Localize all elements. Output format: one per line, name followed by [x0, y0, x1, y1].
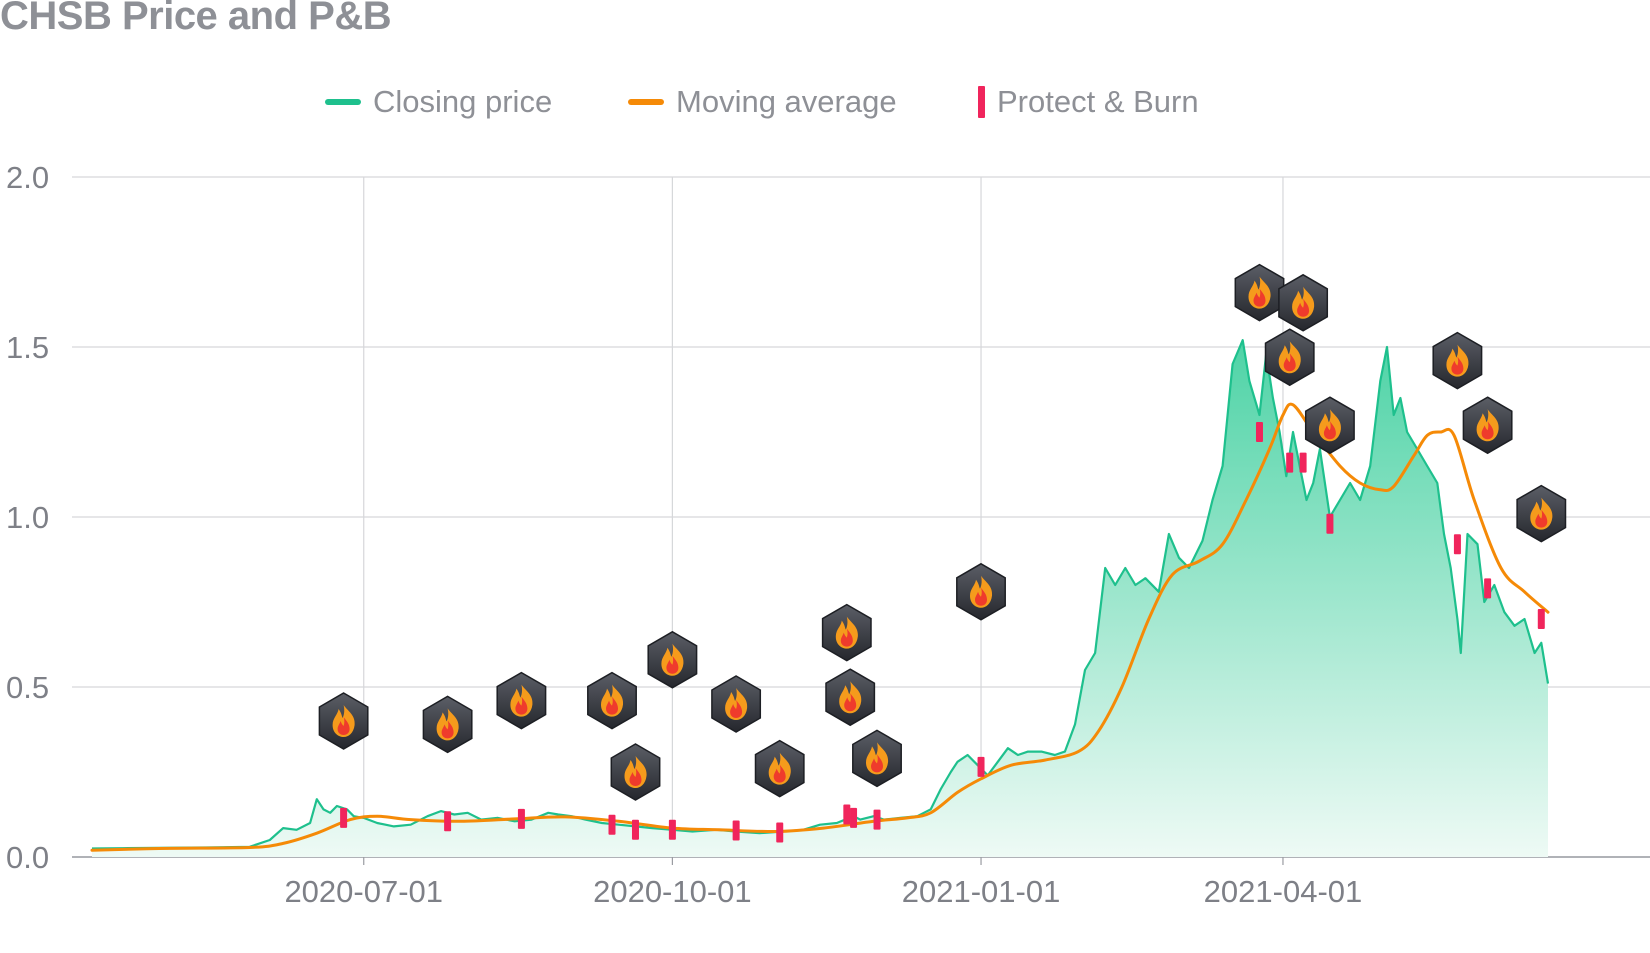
protect-burn-marker[interactable]: [1326, 513, 1334, 534]
burn-flame-icon[interactable]: [496, 671, 547, 730]
x-tick-label: 2021-04-01: [1204, 874, 1363, 909]
protect-burn-marker[interactable]: [843, 804, 851, 825]
protect-burn-marker[interactable]: [732, 820, 740, 841]
y-tick-label: 1.0: [6, 500, 49, 535]
burn-flame-icon[interactable]: [1264, 328, 1315, 386]
legend-item-moving-average[interactable]: Moving average: [628, 80, 897, 124]
burn-flame-icon[interactable]: [754, 739, 805, 798]
burn-flame-icon[interactable]: [1234, 263, 1285, 322]
protect-burn-marker[interactable]: [1484, 578, 1492, 599]
protect-burn-marker[interactable]: [631, 819, 639, 840]
legend-swatch-closing-price: [325, 99, 361, 105]
burn-flame-icon[interactable]: [825, 668, 876, 726]
burn-flame-icon[interactable]: [711, 675, 762, 733]
burn-flame-icon[interactable]: [1432, 331, 1483, 390]
protect-burn-marker[interactable]: [608, 814, 616, 835]
protect-burn-marker[interactable]: [873, 809, 881, 830]
legend-swatch-moving-average: [628, 99, 664, 105]
y-tick-label: 0.5: [6, 670, 49, 705]
protect-burn-marker[interactable]: [340, 807, 348, 828]
legend-label-moving-average: Moving average: [676, 84, 897, 119]
protect-burn-marker[interactable]: [444, 811, 452, 832]
y-tick-label: 2.0: [6, 160, 49, 195]
burn-flame-icon[interactable]: [422, 695, 473, 754]
protect-burn-marker[interactable]: [1286, 452, 1294, 473]
series-layer: [90, 339, 1550, 857]
x-tick-label: 2020-07-01: [284, 874, 443, 909]
axes: 0.0 0.5 1.0 1.5 2.0 2020-07-01 2020-10-01 2021-…: [6, 160, 1650, 909]
closing-price-line: [91, 339, 1550, 850]
burn-flame-icon[interactable]: [610, 743, 661, 801]
protect-burn-marker[interactable]: [1537, 609, 1545, 629]
burn-flame-icon[interactable]: [852, 729, 902, 788]
burn-flame-icon[interactable]: [821, 603, 872, 662]
burn-markers: [340, 422, 1545, 843]
legend-swatch-protect-burn: [978, 86, 985, 118]
protect-burn-marker[interactable]: [517, 808, 525, 829]
legend-label-protect-burn: Protect & Burn: [997, 84, 1199, 119]
x-tick-label: 2020-10-01: [593, 874, 752, 909]
chart-title: CHSB Price and P&B: [0, 0, 392, 38]
legend-item-closing-price[interactable]: Closing price: [325, 80, 552, 124]
burn-flame-icon[interactable]: [647, 631, 698, 689]
protect-burn-marker[interactable]: [1299, 452, 1307, 473]
burn-flame-icon[interactable]: [1462, 396, 1513, 454]
closing-price-area: [92, 340, 1548, 857]
burn-flame-icon[interactable]: [318, 692, 369, 750]
legend-label-closing-price: Closing price: [373, 84, 553, 119]
burn-flame-icon[interactable]: [956, 563, 1006, 621]
burn-flame-icon[interactable]: [1304, 396, 1355, 454]
protect-burn-marker[interactable]: [1453, 534, 1461, 555]
y-tick-label: 1.5: [6, 330, 49, 365]
protect-burn-marker[interactable]: [776, 822, 784, 843]
y-tick-label: 0.0: [6, 840, 49, 875]
burn-flame-icon[interactable]: [587, 671, 637, 730]
protect-burn-marker[interactable]: [977, 756, 985, 777]
protect-burn-marker[interactable]: [850, 807, 858, 828]
moving-average-line: [90, 402, 1550, 852]
legend-item-protect-burn[interactable]: Protect & Burn: [978, 80, 1199, 124]
protect-burn-marker[interactable]: [1255, 422, 1263, 442]
burn-flame-icon[interactable]: [1516, 484, 1567, 543]
chart-legend: Closing price Moving average Protect & B…: [0, 80, 1650, 124]
burn-flame-icon[interactable]: [1278, 274, 1329, 332]
protect-burn-marker[interactable]: [668, 819, 676, 840]
x-tick-label: 2021-01-01: [902, 874, 1061, 909]
